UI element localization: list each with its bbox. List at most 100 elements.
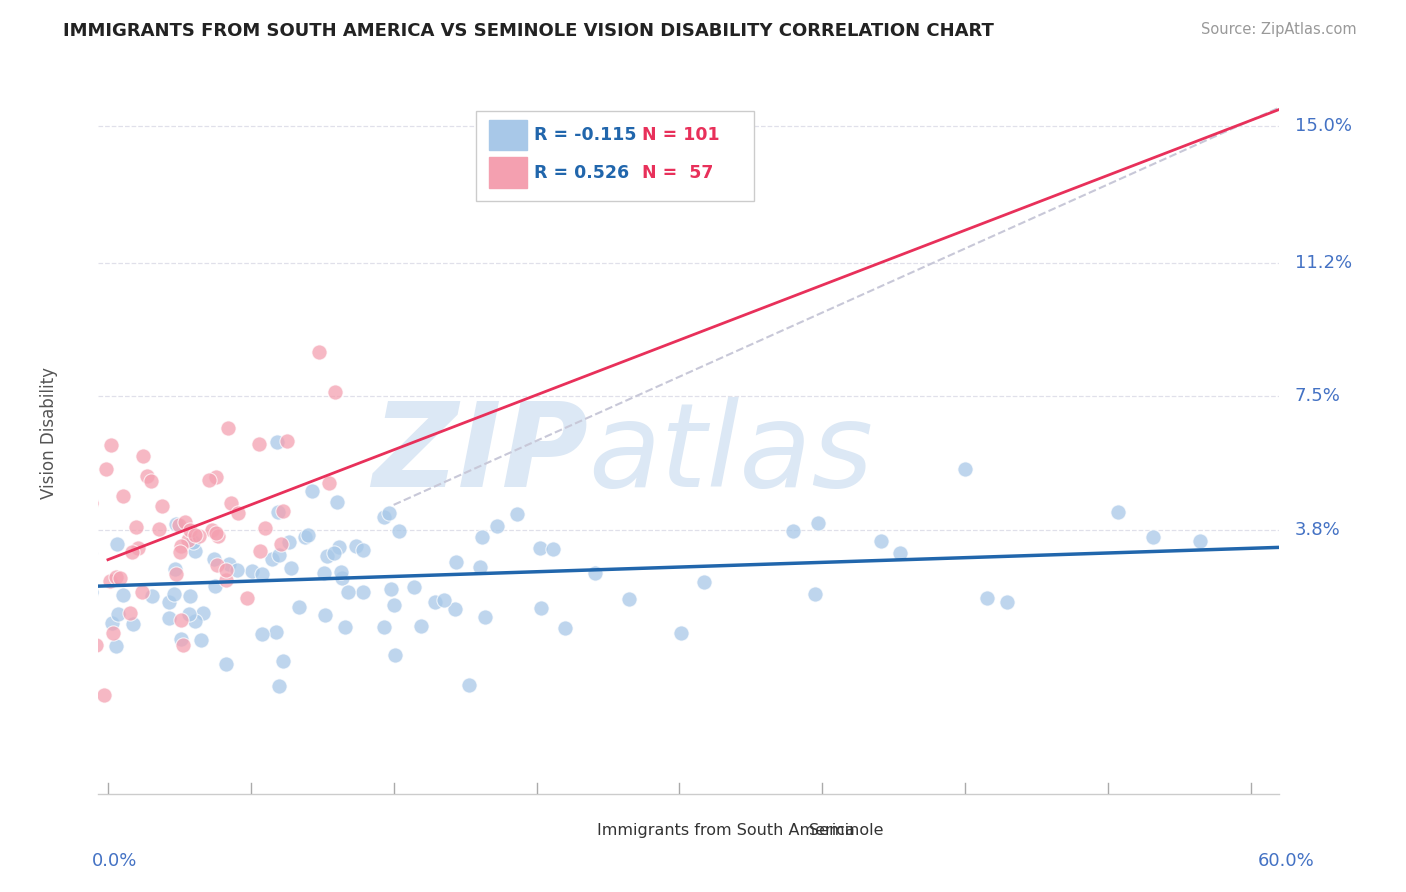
Point — [157, 611, 180, 625]
Point — [56, 392, 79, 407]
Point — [204, 470, 226, 484]
Point — [312, 566, 335, 580]
Point — [323, 546, 346, 560]
Point — [124, 520, 146, 534]
Point — [112, 489, 135, 503]
Point — [207, 529, 229, 543]
Text: ZIP: ZIP — [373, 397, 589, 512]
Point — [297, 528, 319, 542]
Point — [169, 545, 191, 559]
Point — [0, 624, 6, 638]
Point — [404, 580, 426, 594]
Point — [179, 607, 201, 621]
Point — [308, 344, 330, 359]
Point — [11, 513, 34, 527]
Point — [170, 613, 193, 627]
Point — [10, 607, 32, 621]
Point — [25, 600, 48, 615]
FancyBboxPatch shape — [489, 120, 527, 150]
Point — [329, 565, 352, 579]
Point — [433, 592, 456, 607]
Point — [409, 619, 432, 633]
Point — [1189, 534, 1212, 549]
Point — [100, 438, 122, 452]
Point — [288, 600, 311, 615]
FancyBboxPatch shape — [477, 112, 754, 202]
Point — [157, 594, 180, 608]
Point — [976, 591, 998, 606]
Point — [215, 573, 238, 587]
Point — [384, 648, 406, 663]
Point — [215, 563, 238, 577]
Point — [378, 506, 401, 520]
Point — [266, 434, 288, 449]
Point — [226, 563, 249, 577]
Point — [541, 541, 564, 556]
Point — [215, 657, 238, 672]
Point — [79, 585, 101, 599]
FancyBboxPatch shape — [562, 822, 593, 848]
Point — [328, 540, 350, 554]
Point — [423, 594, 446, 608]
Point — [995, 595, 1018, 609]
Point — [202, 552, 225, 566]
Point — [84, 638, 107, 652]
Point — [218, 557, 240, 571]
Point — [59, 615, 82, 630]
Point — [104, 639, 127, 653]
Point — [184, 544, 207, 558]
Text: atlas: atlas — [589, 397, 873, 511]
Point — [165, 562, 187, 576]
Point — [204, 579, 226, 593]
Point — [373, 620, 395, 634]
Point — [217, 421, 239, 435]
Point — [101, 616, 124, 631]
Point — [344, 540, 367, 554]
Point — [318, 475, 340, 490]
Point — [226, 506, 249, 520]
Point — [110, 570, 132, 584]
Point — [782, 524, 804, 538]
Point — [141, 590, 163, 604]
Point — [336, 585, 359, 599]
Point — [669, 625, 692, 640]
Point — [184, 528, 207, 542]
Point — [179, 523, 201, 537]
Text: Source: ZipAtlas.com: Source: ZipAtlas.com — [1201, 22, 1357, 37]
Text: 15.0%: 15.0% — [1295, 117, 1351, 135]
Point — [24, 642, 46, 657]
Point — [179, 589, 201, 603]
Point — [93, 688, 115, 702]
Point — [67, 541, 90, 555]
Point — [804, 587, 827, 601]
Point — [294, 530, 316, 544]
Point — [316, 549, 339, 563]
Point — [271, 504, 294, 518]
Point — [0, 525, 4, 540]
Point — [619, 592, 641, 607]
Point — [219, 496, 242, 510]
Point — [39, 586, 62, 600]
Point — [276, 434, 298, 449]
Point — [204, 525, 226, 540]
Point — [191, 606, 214, 620]
Point — [121, 545, 143, 559]
Point — [174, 516, 197, 530]
Point — [485, 519, 508, 533]
Point — [330, 571, 353, 585]
Point — [184, 614, 207, 628]
Text: 60.0%: 60.0% — [1258, 852, 1315, 870]
Point — [188, 529, 211, 543]
Point — [266, 625, 288, 640]
Point — [352, 585, 374, 599]
Text: 3.8%: 3.8% — [1295, 521, 1340, 539]
Point — [80, 496, 103, 510]
Text: 0.0%: 0.0% — [91, 852, 136, 870]
Point — [870, 533, 893, 548]
Point — [529, 541, 551, 556]
Point — [530, 600, 553, 615]
Point — [333, 620, 356, 634]
Point — [250, 626, 273, 640]
Point — [373, 510, 395, 524]
Point — [170, 632, 193, 646]
